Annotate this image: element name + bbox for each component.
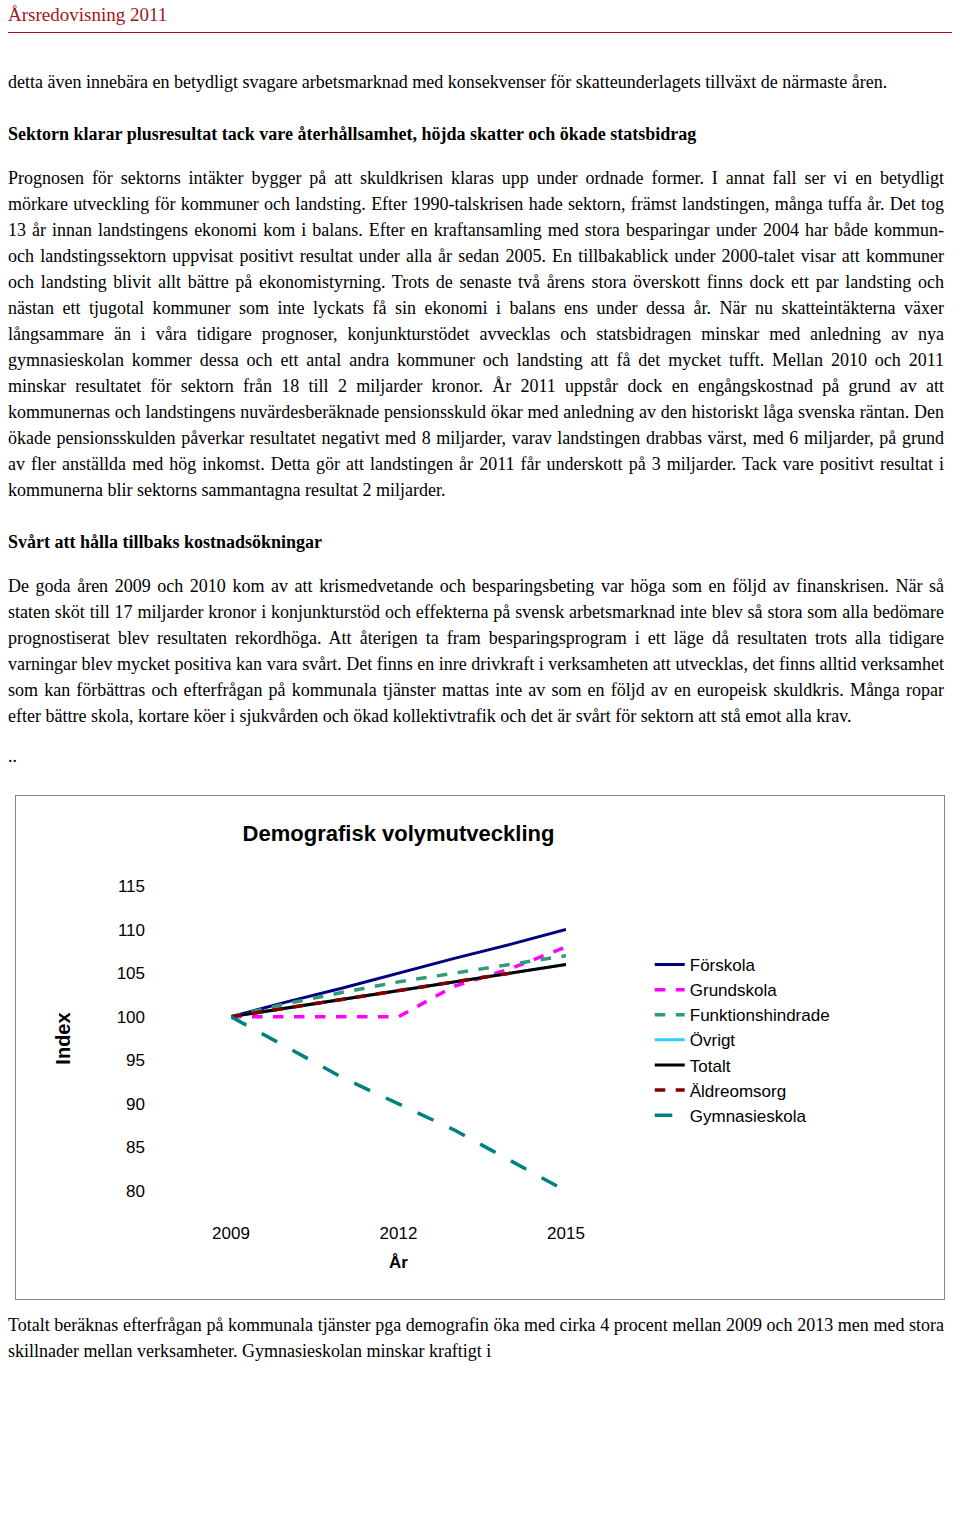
svg-text:105: 105 xyxy=(117,964,145,983)
svg-text:2012: 2012 xyxy=(380,1224,418,1243)
svg-text:100: 100 xyxy=(117,1008,145,1027)
html-text:Sektorn klarar plusresultat ta: Sektorn klarar plusresultat tack vare åt… xyxy=(8,124,697,144)
svg-text:Äldreomsorg: Äldreomsorg xyxy=(690,1082,786,1101)
svg-text:Demografisk volymutveckling: Demografisk volymutveckling xyxy=(243,821,555,846)
svg-text:80: 80 xyxy=(126,1182,145,1201)
svg-text:85: 85 xyxy=(126,1138,145,1157)
svg-text:Index: Index xyxy=(52,1012,74,1064)
svg-text:Övrigt: Övrigt xyxy=(690,1031,736,1050)
svg-text:Gymnasieskola: Gymnasieskola xyxy=(690,1107,807,1126)
svg-text:2009: 2009 xyxy=(212,1224,250,1243)
svg-text:115: 115 xyxy=(118,877,145,896)
html-text:Totalt beräknas efterfrågan på: Totalt beräknas efterfrågan på kommunala… xyxy=(8,1315,944,1361)
svg-text:Grundskola: Grundskola xyxy=(690,981,777,1000)
svg-text:Förskola: Förskola xyxy=(690,956,756,975)
svg-text:Funktionshindrade: Funktionshindrade xyxy=(690,1006,830,1025)
svg-text:2015: 2015 xyxy=(547,1224,585,1243)
svg-text:Totalt: Totalt xyxy=(690,1057,731,1076)
svg-text:110: 110 xyxy=(118,921,145,940)
html-text:detta även innebära en betydli: detta även innebära en betydligt svagare… xyxy=(8,72,888,92)
html-text:Prognosen för sektorns intäkte: Prognosen för sektorns intäkter bygger p… xyxy=(8,168,944,500)
svg-text:År: År xyxy=(389,1253,408,1272)
svg-text:90: 90 xyxy=(126,1095,145,1114)
html-text:De goda åren 2009 och 2010 kom: De goda åren 2009 och 2010 kom av att kr… xyxy=(8,576,944,726)
html-text:Svårt att hålla tillbaks kostn: Svårt att hålla tillbaks kostnadsökninga… xyxy=(8,532,323,552)
html-text:Årsredovisning 2011: Årsredovisning 2011 xyxy=(8,4,168,25)
svg-text:95: 95 xyxy=(126,1051,145,1070)
